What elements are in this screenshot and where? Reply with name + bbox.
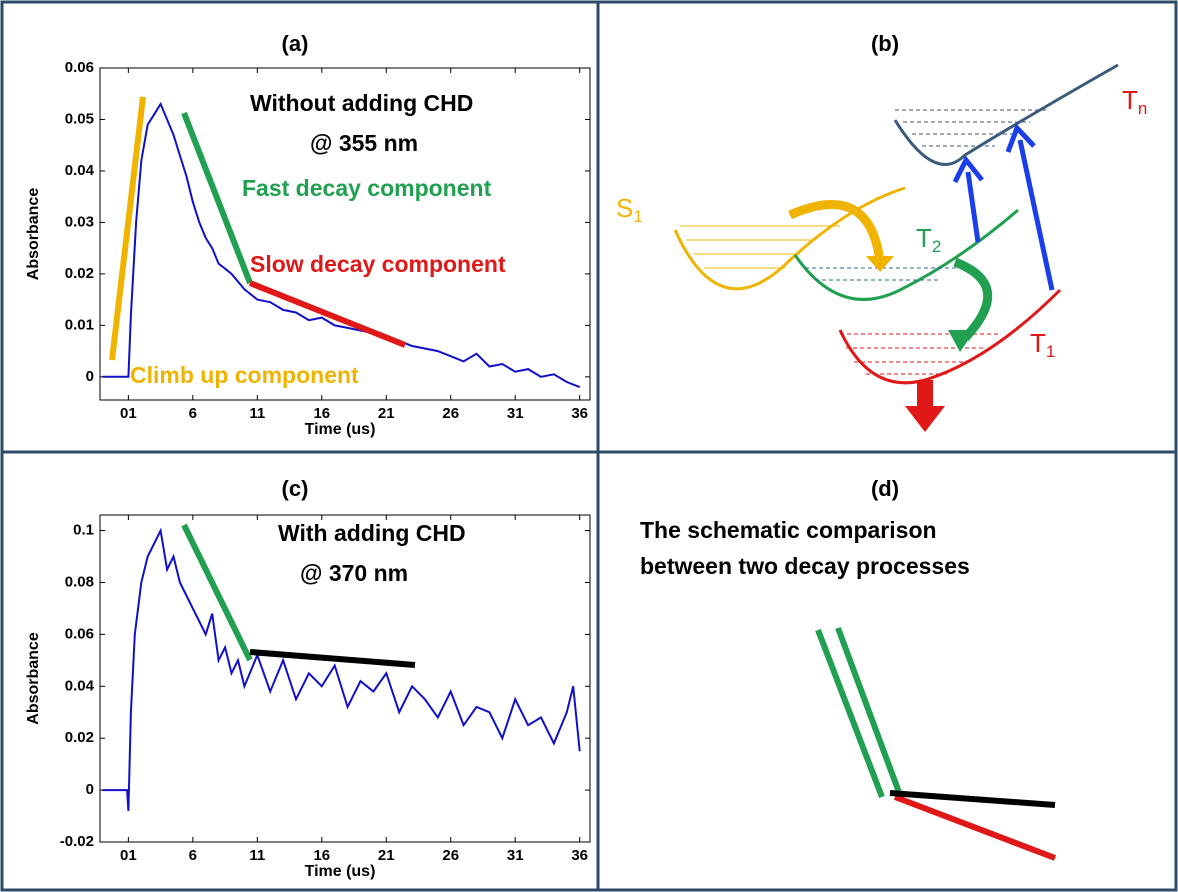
ic-arrow <box>953 257 993 342</box>
overlay-lines-a <box>109 96 407 361</box>
state-sub: 2 <box>932 237 941 256</box>
x-tick-label: 31 <box>507 847 524 864</box>
plot-frame <box>99 514 591 843</box>
x-tick-label: 36 <box>571 847 588 864</box>
x-axis-label: Time (us) <box>305 421 376 438</box>
y-tick-label: 0.01 <box>65 316 94 333</box>
state-label: S1 <box>616 193 643 227</box>
schematic-lines <box>815 626 1057 861</box>
x-tick-label: 6 <box>189 405 197 422</box>
annotation: @ 355 nm <box>310 130 418 156</box>
annotation: Without adding CHD <box>250 90 473 116</box>
annotation: Climb up component <box>130 362 359 388</box>
state-label: Tn <box>1122 85 1147 119</box>
annotation: @ 370 nm <box>300 560 408 586</box>
y-axis-label: Absorbance <box>25 188 42 281</box>
t1-curve <box>838 288 1062 385</box>
state-letter: T <box>916 223 932 253</box>
annotation: With adding CHD <box>278 520 466 546</box>
x-tick-label: 6 <box>189 847 197 864</box>
overlay-lines-c <box>181 523 416 668</box>
panel-title: (a) <box>282 31 309 56</box>
x-tick-label: 36 <box>571 405 588 422</box>
annotation: Slow decay component <box>250 251 506 277</box>
y-axis-label: Absorbance <box>25 632 42 725</box>
s1-curve <box>673 186 906 291</box>
excitation-arrows <box>952 123 1055 291</box>
y-tick-label: 0 <box>86 781 94 798</box>
panel-title: (d) <box>871 476 899 501</box>
annotation: Fast decay component <box>242 175 492 201</box>
panel-title: (b) <box>871 31 899 56</box>
x-tick-label: 21 <box>378 847 395 864</box>
state-sub: 1 <box>633 207 642 226</box>
x-tick-label: 16 <box>313 405 330 422</box>
y-tick-label: 0.08 <box>65 573 94 590</box>
tn-levels <box>895 109 1048 147</box>
isc-arrow <box>788 200 885 263</box>
x-axis-label: Time (us) <box>305 863 376 880</box>
caption-line: The schematic comparison <box>640 517 937 543</box>
state-letter: T <box>1122 85 1138 115</box>
y-tick-label: 0.02 <box>65 729 94 746</box>
x-tick-label: 16 <box>313 847 330 864</box>
y-tick-label: 0.05 <box>65 110 94 127</box>
x-tick-label: 21 <box>378 405 395 422</box>
state-sub: n <box>1138 99 1147 118</box>
plot-frame <box>99 67 591 401</box>
x-tick-label: 31 <box>507 405 524 422</box>
decay-arrowhead <box>905 406 945 432</box>
y-tick-label: 0.06 <box>65 625 94 642</box>
isc-arrowhead <box>866 256 894 272</box>
chart: 01 6 11 16 21 26 31 36 0 0.01 0.02 0.03 0.04 0.05 0.06… <box>25 31 591 438</box>
y-tick-label: 0 <box>86 368 94 385</box>
y-tick-label: 0.04 <box>65 162 95 179</box>
x-tick-label: 11 <box>249 405 265 422</box>
state-sub: 1 <box>1046 342 1055 361</box>
caption-line: between two decay processes <box>640 553 970 579</box>
ic-arrowhead <box>948 330 975 352</box>
y-tick-label: 0.03 <box>65 213 94 230</box>
x-tick-label: 01 <box>120 847 137 864</box>
panel-title: (c) <box>282 476 309 501</box>
y-tick-label: -0.02 <box>60 833 94 850</box>
diagram-d: (d) The schematic comparison between two… <box>640 476 1057 861</box>
x-tick-label: 11 <box>249 847 265 864</box>
x-tick-label: 01 <box>120 405 137 422</box>
data-line <box>102 527 581 811</box>
x-tick-label: 26 <box>442 405 459 422</box>
tn-curve <box>893 63 1119 166</box>
y-tick-label: 0.04 <box>65 677 95 694</box>
data-line <box>102 101 581 389</box>
t2-curve <box>793 208 1019 301</box>
state-letter: T <box>1030 328 1046 358</box>
s1-levels <box>680 225 840 269</box>
x-tick-label: 26 <box>442 847 459 864</box>
y-tick-label: 0.02 <box>65 265 94 282</box>
diagram-b: (b) S1 T2 Tn T1 <box>616 31 1147 432</box>
decay-arrow <box>917 380 933 408</box>
t1-levels <box>840 333 1000 375</box>
state-label: T2 <box>916 223 941 257</box>
y-tick-label: 0.1 <box>73 522 94 539</box>
state-label: T1 <box>1030 328 1055 362</box>
state-letter: S <box>616 193 633 223</box>
chart: 01 6 11 16 21 26 31 36 -0.02 0 0.02 0.04 0.06 0.08 0.1… <box>25 476 591 880</box>
y-tick-label: 0.06 <box>65 59 94 76</box>
